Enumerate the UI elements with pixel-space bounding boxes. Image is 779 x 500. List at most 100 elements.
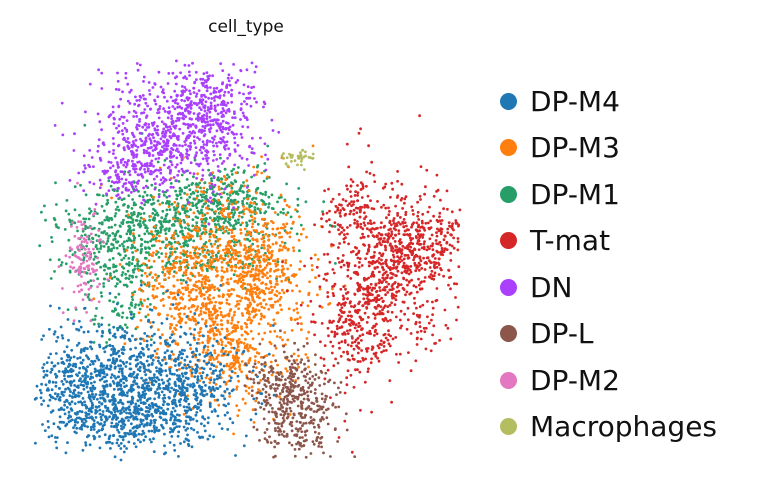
data-point bbox=[220, 266, 224, 269]
data-point bbox=[203, 109, 207, 113]
data-point bbox=[201, 269, 204, 272]
data-point bbox=[164, 412, 168, 416]
data-point bbox=[226, 132, 230, 136]
data-point bbox=[98, 156, 102, 160]
data-point bbox=[316, 293, 319, 297]
data-point bbox=[99, 291, 103, 295]
data-point bbox=[189, 141, 193, 145]
data-point bbox=[83, 123, 87, 127]
data-point bbox=[202, 346, 206, 349]
data-point bbox=[189, 347, 193, 351]
data-point bbox=[184, 437, 188, 441]
data-point bbox=[98, 221, 101, 225]
data-point bbox=[230, 100, 234, 104]
data-point bbox=[142, 212, 146, 215]
data-point bbox=[126, 246, 130, 249]
data-point bbox=[299, 223, 303, 227]
data-point bbox=[115, 302, 119, 306]
data-point bbox=[255, 264, 259, 268]
data-point bbox=[163, 396, 167, 400]
data-point bbox=[93, 367, 97, 371]
data-point bbox=[127, 405, 131, 409]
data-point bbox=[171, 303, 175, 306]
data-point bbox=[144, 101, 148, 105]
data-point bbox=[61, 382, 65, 386]
data-point bbox=[225, 140, 229, 144]
data-point bbox=[220, 110, 224, 114]
data-point bbox=[237, 361, 240, 364]
data-point bbox=[156, 347, 160, 351]
data-point bbox=[155, 211, 159, 215]
data-point bbox=[167, 276, 171, 280]
data-point bbox=[83, 380, 87, 384]
data-point bbox=[231, 225, 235, 228]
data-point bbox=[88, 416, 91, 420]
data-point bbox=[207, 307, 211, 311]
data-point bbox=[164, 369, 168, 373]
data-point bbox=[228, 374, 232, 378]
data-point bbox=[209, 242, 213, 246]
data-point bbox=[151, 154, 155, 157]
data-point bbox=[45, 369, 49, 373]
data-point bbox=[145, 179, 149, 183]
data-point bbox=[241, 221, 244, 225]
data-point bbox=[111, 380, 115, 383]
data-point bbox=[179, 196, 183, 200]
data-point bbox=[182, 279, 185, 282]
data-point bbox=[117, 354, 121, 358]
data-point bbox=[194, 309, 198, 312]
data-point bbox=[182, 440, 186, 444]
data-point bbox=[167, 165, 171, 169]
data-point bbox=[143, 381, 147, 385]
data-point bbox=[131, 256, 135, 260]
data-point bbox=[280, 248, 284, 252]
data-point bbox=[204, 324, 208, 328]
data-point bbox=[150, 308, 154, 312]
data-point bbox=[259, 379, 263, 382]
data-point bbox=[202, 293, 206, 297]
data-point bbox=[273, 234, 277, 238]
data-point bbox=[225, 298, 229, 302]
data-point bbox=[243, 184, 246, 188]
data-point bbox=[200, 385, 204, 389]
data-point bbox=[56, 362, 60, 365]
data-point bbox=[88, 377, 92, 381]
data-point bbox=[204, 304, 208, 308]
data-point bbox=[89, 209, 93, 213]
data-point bbox=[161, 381, 165, 385]
data-point bbox=[88, 443, 92, 447]
data-point bbox=[146, 146, 150, 150]
data-point bbox=[211, 218, 214, 222]
data-point bbox=[258, 278, 261, 282]
data-point bbox=[199, 392, 203, 396]
data-point bbox=[167, 296, 171, 299]
data-point bbox=[243, 286, 247, 290]
data-point bbox=[95, 307, 98, 310]
data-point bbox=[122, 348, 126, 352]
data-point bbox=[130, 246, 133, 250]
data-point bbox=[194, 280, 198, 284]
data-point bbox=[248, 91, 252, 94]
data-point bbox=[225, 199, 229, 203]
data-point bbox=[183, 90, 187, 93]
data-point bbox=[191, 218, 195, 222]
data-point bbox=[80, 349, 83, 353]
data-point bbox=[220, 350, 223, 354]
data-point bbox=[83, 227, 87, 231]
data-point bbox=[168, 227, 171, 231]
data-point bbox=[61, 133, 65, 137]
data-point bbox=[252, 256, 256, 259]
data-point bbox=[232, 63, 236, 66]
data-point bbox=[97, 405, 101, 408]
data-point bbox=[137, 352, 141, 356]
data-point bbox=[231, 354, 235, 358]
data-point bbox=[161, 259, 164, 263]
data-point bbox=[146, 199, 150, 202]
data-point bbox=[152, 195, 156, 199]
data-point bbox=[279, 193, 283, 197]
data-point bbox=[178, 374, 181, 378]
data-point bbox=[92, 258, 96, 261]
data-point bbox=[199, 327, 202, 331]
data-point bbox=[67, 414, 71, 417]
data-point bbox=[168, 430, 172, 434]
